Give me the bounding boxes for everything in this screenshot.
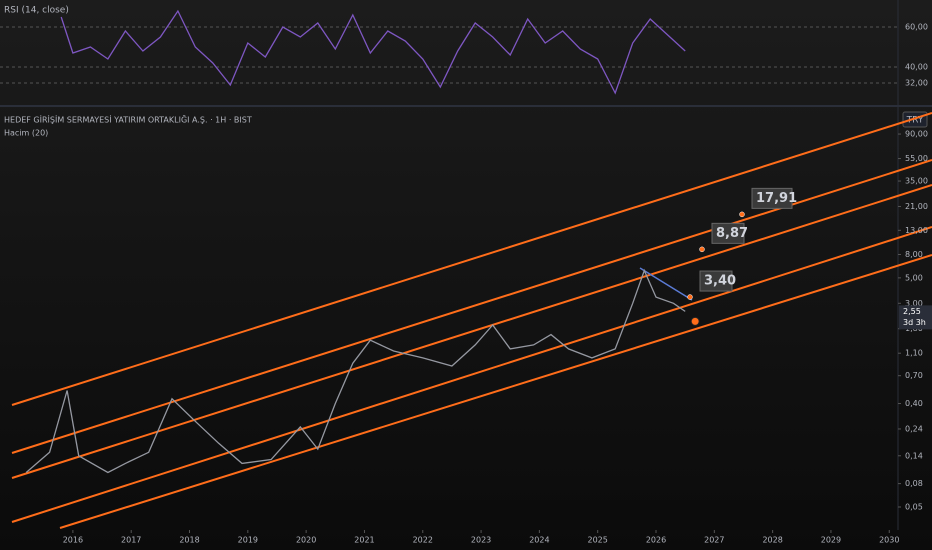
channel-line bbox=[59, 254, 932, 529]
y-tick-label: 8,00 bbox=[905, 250, 923, 259]
annotation-point bbox=[699, 246, 705, 253]
volume-label: Hacim (20) bbox=[4, 129, 48, 138]
y-tick-label: 60,00 bbox=[905, 23, 928, 32]
chart-title: HEDEF GİRİŞİM SERMAYESİ YATIRIM ORTAKLIĞ… bbox=[4, 114, 252, 125]
trend-line bbox=[639, 267, 693, 301]
x-tick-label: 2020 bbox=[296, 536, 316, 545]
annotation-label: 17,91 bbox=[756, 191, 797, 206]
annotation-point bbox=[739, 211, 745, 218]
x-tick-label: 2022 bbox=[413, 536, 433, 545]
annotation-box bbox=[699, 270, 733, 292]
y-tick-label: 0,24 bbox=[905, 424, 923, 433]
price-tag-label: 2,55 bbox=[903, 307, 921, 316]
x-tick-label: 2018 bbox=[179, 536, 199, 545]
currency: TRY bbox=[906, 116, 924, 126]
y-tick-label: 0,40 bbox=[905, 399, 923, 408]
annotation-point bbox=[687, 294, 693, 300]
y-tick-label: 0,05 bbox=[905, 503, 923, 512]
rsi-title: RSI (14, close) bbox=[4, 6, 69, 16]
x-tick-label: 2019 bbox=[238, 536, 258, 545]
y-tick-label: 0,08 bbox=[905, 479, 923, 488]
x-tick-label: 2023 bbox=[471, 536, 491, 545]
annotation-label: 8,87 bbox=[716, 226, 748, 241]
x-tick-label: 2027 bbox=[704, 536, 724, 545]
last-point bbox=[690, 316, 700, 326]
x-tick-label: 2016 bbox=[63, 536, 83, 545]
y-tick-label: 1,10 bbox=[905, 349, 923, 358]
x-tick-label: 2017 bbox=[121, 536, 141, 545]
channel-line bbox=[11, 226, 932, 523]
x-tick-label: 2025 bbox=[588, 536, 608, 545]
x-tick-label: 2029 bbox=[821, 536, 841, 545]
channel-line bbox=[11, 112, 932, 406]
y-tick-label: 0,70 bbox=[905, 371, 923, 380]
y-tick-label: 21,00 bbox=[905, 202, 928, 211]
y-tick-label: 55,00 bbox=[905, 154, 928, 163]
price-tag bbox=[899, 305, 932, 330]
y-tick-label: 0,14 bbox=[905, 451, 923, 460]
countdown: 3d 3h bbox=[903, 318, 926, 327]
annotation-box bbox=[751, 187, 793, 209]
price-line bbox=[60, 9, 686, 95]
x-tick-label: 2021 bbox=[354, 536, 374, 545]
y-tick-label: 32,00 bbox=[905, 79, 928, 88]
x-tick-label: 2024 bbox=[529, 536, 549, 545]
x-tick-label: 2028 bbox=[762, 536, 782, 545]
x-tick-label: 2030 bbox=[879, 536, 899, 545]
annotation-box bbox=[711, 222, 745, 244]
annotation-label: 3,40 bbox=[704, 274, 736, 289]
y-tick-label: 13,00 bbox=[905, 226, 928, 235]
y-tick-label: 35,00 bbox=[905, 177, 928, 186]
y-tick-label: 3,00 bbox=[905, 299, 923, 308]
y-tick-label: 5,00 bbox=[905, 273, 923, 282]
x-tick-label: 2026 bbox=[646, 536, 666, 545]
y-tick-label: 90,00 bbox=[905, 130, 928, 139]
price-line bbox=[25, 268, 686, 474]
channel-line bbox=[11, 184, 932, 479]
y-tick-label: 40,00 bbox=[905, 63, 928, 72]
